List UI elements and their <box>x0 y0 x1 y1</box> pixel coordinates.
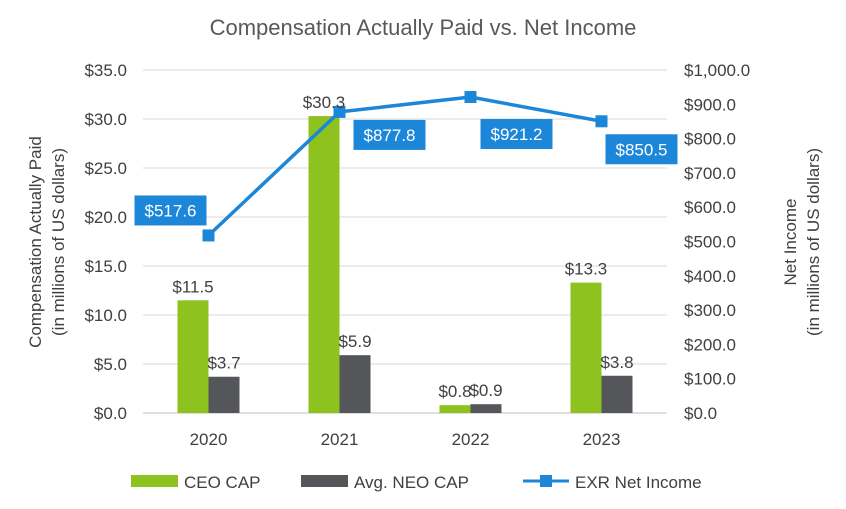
bar-ceo-cap-2022 <box>439 405 471 413</box>
y-axis-left-ticks: $0.0 $5.0 $10.0 $15.0 $20.0 $25.0 $30.0 $35.0 <box>84 61 127 423</box>
legend-swatch-neo-cap <box>301 475 348 487</box>
net-income-marker-2020 <box>202 229 215 242</box>
data-labels: $11.5 $3.7 $30.3 $5.9 $0.8$0.9 $13.3 $3.8 $517.… <box>134 93 678 401</box>
y-left-tick-label: $35.0 <box>84 61 127 80</box>
y-axis-left-label-line1: Compensation Actually Paid <box>26 136 45 348</box>
net-income-marker-2022 <box>464 91 477 104</box>
bar-ceo-cap-2023 <box>570 282 602 413</box>
net-income-label-box-2021 <box>353 119 426 150</box>
net-income-label-2023: $850.5 <box>616 140 668 159</box>
y-left-tick-label: $5.0 <box>94 355 127 374</box>
y-right-tick-label: $400.0 <box>684 267 736 286</box>
data-label-ceo-cap-2020: $11.5 <box>172 277 213 296</box>
y-left-tick-label: $25.0 <box>84 159 127 178</box>
y-axis-right-ticks: $0.0 $100.0 $200.0 $300.0 $400.0 $500.0 $600.0… <box>684 61 750 423</box>
data-label-ceo-cap-2023: $13.3 <box>565 260 608 279</box>
net-income-label-box-2023 <box>605 134 678 165</box>
bar-neo-cap-2023 <box>601 375 633 413</box>
y-left-tick-label: $0.0 <box>94 404 127 423</box>
data-label-ceo-cap-2021: $30.3 <box>303 93 346 112</box>
net-income-marker-2021 <box>333 105 346 118</box>
bars <box>177 116 633 413</box>
net-income-marker-2023 <box>595 115 608 128</box>
y-right-tick-label: $600.0 <box>684 198 736 217</box>
y-axis-left-label-line2: (in millions of US dollars) <box>49 148 68 336</box>
chart-title: Compensation Actually Paid vs. Net Incom… <box>210 15 637 40</box>
bar-neo-cap-2020 <box>208 376 240 413</box>
y-right-tick-label: $800.0 <box>684 130 736 149</box>
legend-label-ceo-cap: CEO CAP <box>184 473 261 492</box>
y-right-tick-label: $0.0 <box>684 404 717 423</box>
x-category-label-2023: 2023 <box>583 430 621 449</box>
net-income-label-2021: $877.8 <box>364 126 416 145</box>
x-category-label-2020: 2020 <box>190 430 228 449</box>
data-label-neo-cap-2022: $0.9 <box>469 381 502 400</box>
legend-swatch-ceo-cap <box>131 475 178 487</box>
y-axis-right-label-line2: (in millions of US dollars) <box>804 148 823 336</box>
y-left-tick-label: $30.0 <box>84 110 127 129</box>
x-axis-categories: 2020 2021 2022 2023 <box>190 430 621 449</box>
net-income-line <box>202 91 608 242</box>
y-axis-right-label-line1: Net Income <box>781 199 800 286</box>
bar-neo-cap-2022 <box>470 404 502 413</box>
net-income-label-box-2022 <box>480 119 553 150</box>
y-right-tick-label: $500.0 <box>684 233 736 252</box>
data-label-ceo-cap-2022: $0.8 <box>438 382 471 401</box>
y-right-tick-label: $700.0 <box>684 164 736 183</box>
data-label-neo-cap-2021: $5.9 <box>338 332 371 351</box>
bar-ceo-cap-2020 <box>177 300 209 413</box>
legend-marker-net-income <box>540 475 552 487</box>
y-right-tick-label: $900.0 <box>684 95 736 114</box>
y-right-tick-label: $100.0 <box>684 370 736 389</box>
data-label-neo-cap-2023: $3.8 <box>600 353 633 372</box>
net-income-label-2020: $517.6 <box>145 201 197 220</box>
legend: CEO CAP Avg. NEO CAP EXR Net Income <box>131 473 702 492</box>
net-income-label-2022: $921.2 <box>491 125 543 144</box>
y-left-tick-label: $10.0 <box>84 306 127 325</box>
x-category-label-2022: 2022 <box>452 430 490 449</box>
y-right-tick-label: $200.0 <box>684 335 736 354</box>
data-label-neo-cap-2020: $3.7 <box>207 354 240 373</box>
legend-label-neo-cap: Avg. NEO CAP <box>354 473 469 492</box>
y-left-tick-label: $20.0 <box>84 208 127 227</box>
net-income-label-box-2020 <box>134 195 207 226</box>
x-category-label-2021: 2021 <box>321 430 359 449</box>
y-right-tick-label: $1,000.0 <box>684 61 750 80</box>
bar-ceo-cap-2021 <box>308 116 340 413</box>
y-right-tick-label: $300.0 <box>684 301 736 320</box>
y-left-tick-label: $15.0 <box>84 257 127 276</box>
bar-neo-cap-2021 <box>339 355 371 413</box>
net-income-polyline <box>207 95 602 237</box>
legend-label-net-income: EXR Net Income <box>575 473 702 492</box>
